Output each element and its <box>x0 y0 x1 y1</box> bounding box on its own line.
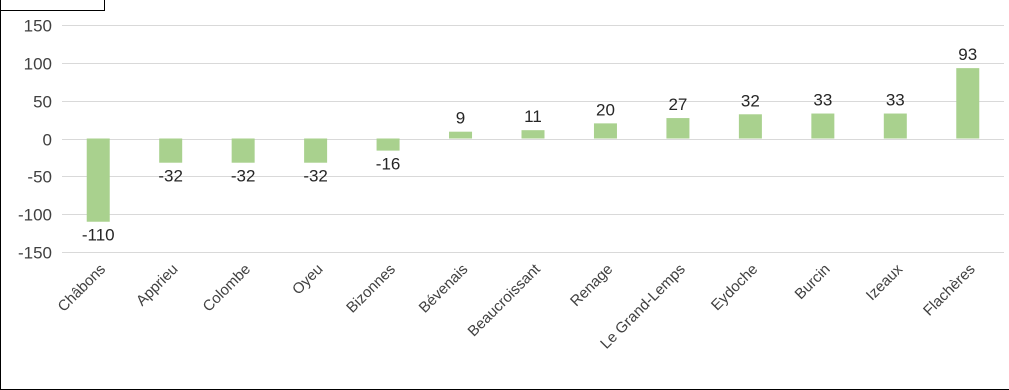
x-category-label: Bizonnes <box>343 261 399 317</box>
y-tick-label: 50 <box>33 93 52 112</box>
x-axis-category-labels: Châbons Apprieu Colombe Oyeu Bizonnes Bévenai… <box>55 260 979 352</box>
bars <box>86 68 980 222</box>
x-category-label: Châbons <box>55 261 109 315</box>
bar <box>449 131 473 139</box>
gridlines <box>62 25 1004 253</box>
bar <box>593 123 617 139</box>
data-label: 11 <box>524 107 542 126</box>
data-label: -16 <box>376 155 401 174</box>
data-label: 20 <box>596 100 615 119</box>
data-label: -32 <box>231 167 256 186</box>
y-tick-label: -50 <box>27 168 52 187</box>
bar <box>956 68 980 139</box>
data-label: 33 <box>886 91 905 110</box>
y-tick-label: 0 <box>43 131 52 150</box>
bar <box>159 138 183 163</box>
bar <box>738 114 762 139</box>
x-category-label: Renage <box>567 261 616 310</box>
data-label: 33 <box>813 91 832 110</box>
y-tick-label: 100 <box>24 55 52 74</box>
x-category-label: Bévenais <box>416 261 472 317</box>
data-label: 93 <box>958 45 977 64</box>
frame-corner-box <box>0 0 105 11</box>
y-tick-label: 150 <box>24 17 52 36</box>
x-category-label: Apprieu <box>133 261 182 310</box>
x-category-label: Beaucroissant <box>465 260 545 340</box>
y-tick-label: -150 <box>18 244 52 263</box>
x-category-label: Colombe <box>200 261 254 315</box>
bar <box>86 138 110 222</box>
bar <box>811 113 835 139</box>
x-category-label: Izeaux <box>863 260 907 304</box>
data-labels: -110 -32 -32 -32 -16 9 11 20 27 32 33 33 93 <box>82 45 977 245</box>
y-axis-tick-labels: 150 100 50 0 -50 -100 -150 <box>18 17 52 263</box>
bar <box>521 130 545 139</box>
x-category-label: Eydoche <box>708 261 761 314</box>
bar <box>376 138 400 151</box>
data-label: -32 <box>158 167 183 186</box>
data-label: 27 <box>668 95 687 114</box>
y-tick-label: -100 <box>18 206 52 225</box>
data-label: 9 <box>456 109 465 128</box>
bar <box>231 138 255 163</box>
x-category-label: Flachères <box>920 261 979 320</box>
bar <box>883 113 907 139</box>
x-category-label: Burcin <box>792 261 834 303</box>
data-label: -32 <box>303 167 328 186</box>
x-category-label: Oyeu <box>289 261 326 298</box>
bar <box>666 118 690 139</box>
data-label: -110 <box>82 226 115 245</box>
data-label: 32 <box>741 91 760 110</box>
bar <box>304 138 328 163</box>
